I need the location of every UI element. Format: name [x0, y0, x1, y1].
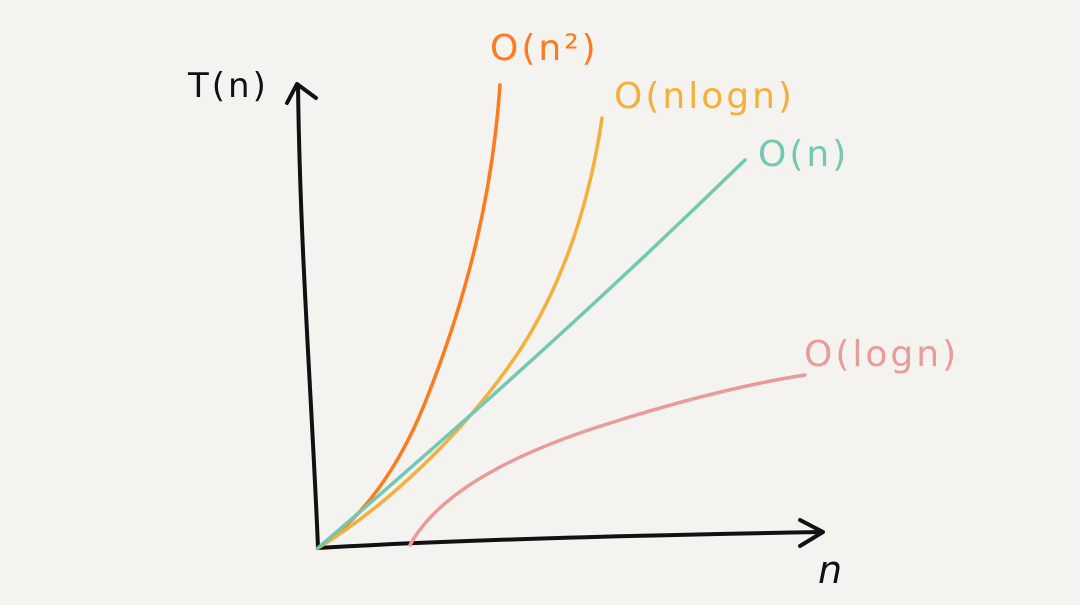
y-axis: [296, 83, 320, 550]
x-axis-label: n: [818, 548, 846, 592]
series-line-logn: [408, 373, 807, 547]
series-line-nlogn: [316, 116, 604, 550]
series-label-logn: O(logn): [804, 334, 960, 375]
series-label-nlogn: O(nlogn): [614, 76, 795, 117]
x-axis-arrow-icon: [798, 518, 825, 548]
y-axis-label: T(n): [188, 66, 269, 106]
series-label-n-squared: O(n²): [490, 28, 599, 69]
x-axis: [316, 530, 824, 550]
series-line-n: [316, 158, 747, 550]
y-axis-arrow-icon: [285, 82, 318, 105]
series-label-n: O(n): [758, 134, 850, 175]
